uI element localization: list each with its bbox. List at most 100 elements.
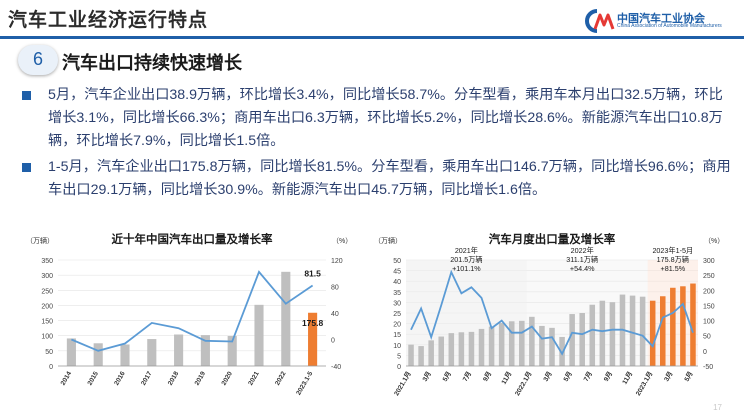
x-tick-label: 2014: [60, 370, 74, 386]
bullet-text: 5月，汽车企业出口38.9万辆，环比增长3.4%，同比增长58.7%。分车型看，…: [48, 87, 723, 149]
right-tick-label: 300: [703, 258, 715, 265]
export-volume-bar: [519, 320, 525, 366]
left-tick-label: 0: [49, 364, 53, 371]
export-volume-bar: [488, 326, 495, 366]
logo-name-en: China Association of Automobile Manufact…: [617, 23, 722, 29]
export-volume-bar: [120, 344, 130, 366]
left-tick-label: 300: [41, 273, 53, 280]
export-volume-bar: [174, 334, 184, 366]
right-tick-label: 40: [331, 311, 339, 318]
export-volume-bar: [609, 302, 616, 366]
annotation-label: 2022年: [571, 246, 594, 255]
chart-title: 近十年中国汽车出口量及增长率: [112, 232, 273, 246]
export-volume-bar: [254, 304, 264, 366]
export-volume-bar: [147, 339, 157, 366]
growth-rate-line: [410, 269, 694, 356]
export-volume-bar: [579, 313, 585, 366]
section-heading: 6 汽车出口持续快速增长: [18, 45, 318, 75]
x-tick-label: 7月: [582, 370, 594, 383]
right-tick-label: 120: [331, 258, 343, 265]
left-tick-label: 200: [41, 303, 53, 310]
annotation-label: 175.8万辆: [657, 255, 689, 264]
export-volume-bar: [559, 336, 565, 366]
left-tick-label: 50: [393, 258, 401, 265]
export-volume-bar: [227, 336, 237, 366]
x-tick-label: 9月: [481, 370, 493, 383]
bullet-item: 1-5月，汽车企业出口175.8万辆，同比增长81.5%。分车型看，乘用车出口1…: [20, 156, 736, 202]
export-volume-bar: [629, 295, 636, 366]
bullet-square-icon: [22, 91, 31, 100]
annual-export-chart: 近十年中国汽车出口量及增长率 （万辆） （%） 0 50 100 150 200 250 300 3…: [10, 226, 370, 414]
left-tick-label: 150: [41, 319, 53, 326]
left-tick-label: 30: [393, 300, 401, 307]
export-volume-bar: [93, 343, 103, 366]
x-tick-label: 2023.1-5: [295, 370, 314, 396]
export-volume-bar: [549, 327, 555, 366]
x-tick-label: 2019: [194, 370, 208, 386]
right-axis-unit: （%）: [704, 237, 724, 245]
monthly-export-chart: 汽车月度出口量及增长率 （万辆） （%） 0 5 10 15 20 25 30 35 40 45 50 -5…: [378, 226, 738, 414]
x-tick-label: 3月: [542, 370, 554, 383]
export-volume-bar: [690, 283, 696, 366]
slide-title: 汽车工业经济运行特点: [8, 10, 209, 31]
right-tick-label: 50: [703, 334, 711, 341]
left-tick-label: 5: [397, 353, 401, 360]
export-volume-bar: [680, 286, 686, 366]
right-tick-label: 0: [703, 349, 707, 356]
right-tick-label: 200: [703, 288, 715, 295]
export-volume-bar: [448, 333, 455, 366]
left-tick-label: 20: [393, 322, 401, 329]
right-tick-label: -50: [703, 364, 713, 371]
growth-rate-line: [71, 270, 314, 352]
x-tick-label: 2022.1月: [513, 370, 533, 397]
right-tick-label: 250: [703, 273, 715, 280]
chart-title: 汽车月度出口量及增长率: [489, 232, 616, 246]
annotation-label: 2023年1-5月: [652, 246, 693, 255]
x-tick-label: 2022: [274, 370, 288, 386]
growth-data-label: 81.5: [304, 269, 321, 279]
section-number: 6: [32, 49, 43, 69]
x-tick-label: 3月: [421, 370, 433, 383]
left-tick-label: 40: [393, 279, 401, 286]
annual-export-chart-svg: 近十年中国汽车出口量及增长率 （万辆） （%） 0 50 100 150 200 250 300 3…: [26, 232, 352, 397]
export-volume-bar: [418, 346, 424, 366]
x-tick-label: 2018: [167, 370, 181, 386]
left-tick-label: 45: [393, 269, 401, 276]
export-volume-bar: [458, 332, 465, 366]
x-tick-label: 2021.1月: [392, 370, 412, 397]
left-tick-label: 50: [45, 349, 53, 356]
x-tick-label: 5月: [683, 370, 695, 383]
annotation-label: +54.4%: [570, 264, 595, 273]
right-tick-label: 150: [703, 303, 715, 310]
x-tick-label: 2020: [221, 370, 235, 386]
export-volume-bar: [639, 296, 646, 366]
logo-name: 中国汽车工业协会: [617, 13, 705, 25]
export-volume-bar: [66, 338, 76, 366]
bullet-text: 1-5月，汽车企业出口175.8万辆，同比增长81.5%。分车型看，乘用车出口1…: [48, 159, 731, 198]
left-axis-unit: （万辆）: [378, 236, 402, 245]
export-volume-bar: [308, 312, 318, 366]
page-number: 17: [713, 403, 722, 412]
right-tick-label: 80: [331, 285, 339, 292]
left-tick-label: 250: [41, 288, 53, 295]
caam-logo-icon: [585, 9, 615, 33]
export-volume-bar: [478, 328, 485, 366]
left-tick-label: 35: [393, 290, 401, 297]
x-tick-label: 5月: [441, 370, 453, 383]
export-volume-bar: [438, 336, 445, 366]
export-volume-bar: [589, 304, 596, 366]
annotation-label: 311.1万辆: [566, 255, 598, 264]
export-volume-bar: [599, 300, 606, 366]
annotation-label: 2021年: [455, 246, 478, 255]
section-title: 汽车出口持续快速增长: [62, 53, 242, 73]
export-volume-bar: [498, 322, 505, 366]
monthly-export-chart-svg: 汽车月度出口量及增长率 （万辆） （%） 0 5 10 15 20 25 30 35 40 45 50 -5…: [378, 232, 724, 397]
export-volume-bar: [569, 314, 575, 366]
x-tick-label: 2015: [87, 370, 101, 386]
export-volume-bar: [649, 300, 656, 366]
right-tick-label: 0: [331, 338, 335, 345]
export-volume-bar: [670, 287, 676, 366]
x-tick-label: 7月: [461, 370, 473, 383]
header-rule: [0, 36, 744, 39]
left-tick-label: 15: [393, 332, 401, 339]
